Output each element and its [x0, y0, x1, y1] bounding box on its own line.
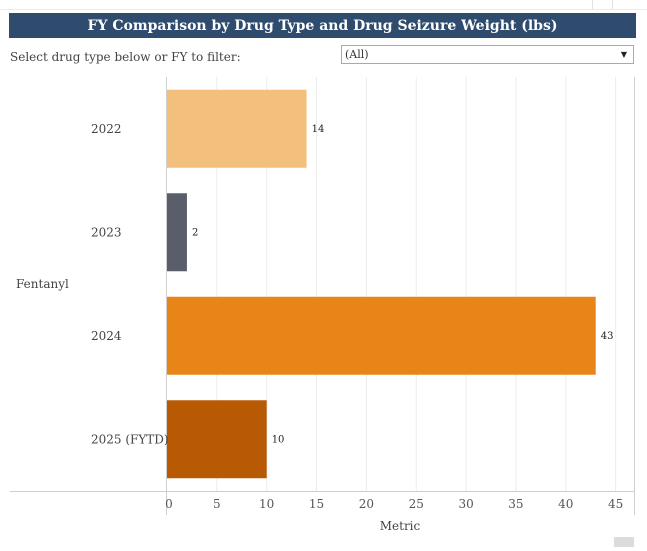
x-tick-label: 30 — [458, 497, 473, 511]
x-tick-label: 10 — [259, 497, 274, 511]
x-tick-label: 25 — [409, 497, 424, 511]
top-rule-divider — [612, 0, 613, 9]
bar — [167, 400, 267, 479]
filter-selected-value: (All) — [345, 48, 369, 61]
data-label: 2 — [192, 227, 198, 238]
bar — [167, 193, 187, 272]
bar — [167, 89, 307, 168]
category-label: 2022 — [91, 122, 122, 136]
category-label: 2023 — [91, 225, 122, 239]
dropdown-arrow-icon: ▼ — [620, 50, 627, 59]
data-label: 43 — [601, 331, 614, 342]
drug-type-filter-select[interactable]: (All) ▼ — [341, 45, 634, 64]
top-rule — [0, 0, 647, 10]
group-label: Fentanyl — [16, 277, 69, 291]
x-tick-label: 15 — [309, 497, 324, 511]
x-axis-label: Metric — [380, 519, 421, 533]
category-label: 2025 (FYTD) — [91, 432, 169, 446]
chart-title: FY Comparison by Drug Type and Drug Seiz… — [9, 13, 636, 38]
category-label: 2024 — [91, 329, 122, 343]
x-tick-label: 45 — [608, 497, 623, 511]
filter-label: Select drug type below or FY to filter: — [10, 50, 241, 64]
x-tick-label: 20 — [359, 497, 374, 511]
data-label: 10 — [272, 434, 285, 445]
x-tick-label: 35 — [508, 497, 523, 511]
x-tick-label: 0 — [165, 497, 173, 511]
data-label: 14 — [312, 124, 325, 135]
bar — [167, 296, 596, 375]
x-tick-label: 5 — [213, 497, 221, 511]
scrollbar-thumb[interactable] — [614, 537, 634, 547]
top-rule-divider — [592, 0, 593, 9]
x-tick-label: 40 — [558, 497, 573, 511]
